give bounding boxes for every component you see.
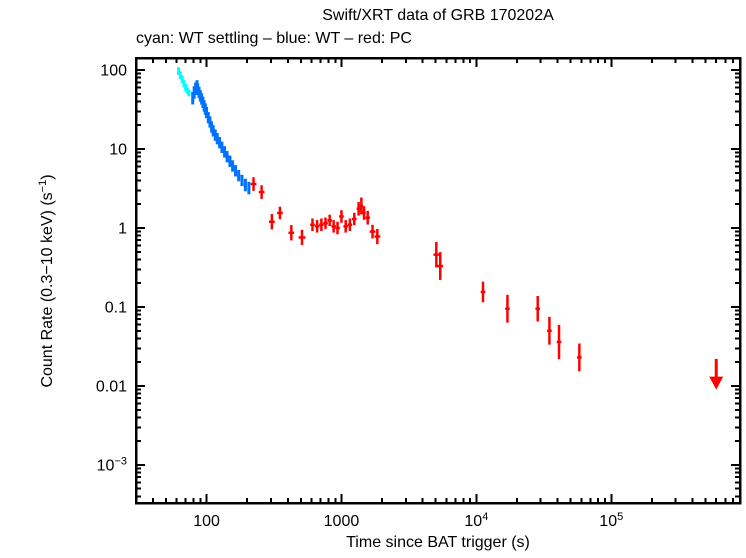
x-tick-label-10000: 104 <box>464 511 488 530</box>
x-tick-label-100: 100 <box>193 513 220 530</box>
axes-frame <box>134 56 742 505</box>
y-axis-label: Count Rate (0.3−10 keV) (s−1) <box>37 174 56 387</box>
series-wt-settling <box>177 67 191 97</box>
y-tick-labels: 100 10 1 0.1 0.01 10−3 <box>96 63 127 475</box>
upper-limit-arrow <box>709 358 724 390</box>
series-wt <box>191 80 251 195</box>
y-tick-label-100: 100 <box>100 63 127 80</box>
x-axis-label: Time since BAT trigger (s) <box>346 534 530 551</box>
y-tick-label-0.1: 0.1 <box>105 299 127 316</box>
y-axis-ticks <box>136 69 740 498</box>
y-tick-label-0.01: 0.01 <box>96 378 127 395</box>
y-tick-label-1: 1 <box>118 221 127 238</box>
x-tick-labels: 100 1000 104 105 <box>193 511 623 530</box>
arrow-head-icon <box>709 376 724 390</box>
x-tick-label-1000: 1000 <box>324 513 360 530</box>
x-axis-ticks <box>151 58 735 503</box>
y-tick-label-0.001: 10−3 <box>97 455 127 474</box>
chart-title: Swift/XRT data of GRB 170202A <box>322 7 554 24</box>
x-tick-label-100000: 105 <box>599 511 623 530</box>
y-tick-label-10: 10 <box>109 142 127 159</box>
chart-legend: cyan: WT settling – blue: WT – red: PC <box>136 30 412 47</box>
series-pc <box>250 177 582 372</box>
